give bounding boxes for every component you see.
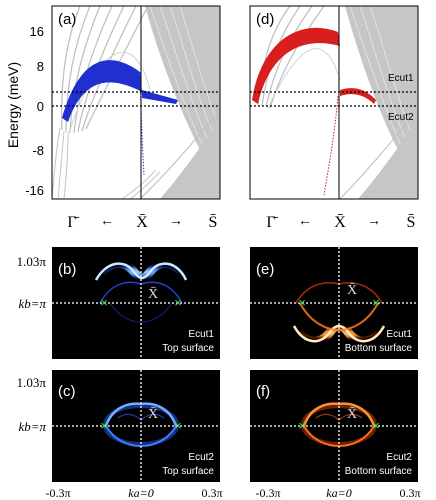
cut-label: Ecut1 <box>386 329 412 340</box>
x-point-label: X̄ <box>347 406 357 422</box>
y-tick-mid: kb=π <box>18 419 46 434</box>
dirac-marker: × <box>174 295 182 310</box>
x-point-label: X̄ <box>347 282 357 298</box>
map-panel-f: × × X̄ (f) Ecut2 Bottom surface <box>250 370 418 482</box>
bulk-bands-d <box>252 6 418 199</box>
dirac-marker: × <box>298 295 306 310</box>
k-arrow-left: ← <box>298 214 312 229</box>
energy-tick: 16 <box>30 24 44 39</box>
energy-tick: 0 <box>37 99 44 114</box>
x-tick-right: 0.3π <box>399 486 420 500</box>
cut-label: Ecut2 <box>386 452 412 463</box>
y-tick-top: 1.03π <box>17 375 47 390</box>
k-label-gamma: Γ̄ <box>266 214 278 231</box>
cut-label-ecut2: Ecut2 <box>388 112 414 123</box>
x-tick-center: ka=0 <box>326 486 351 500</box>
k-arrow-left: ← <box>100 214 114 229</box>
k-label-s: S̄ <box>407 214 416 231</box>
k-label-x: X̄ <box>334 214 346 231</box>
map-x-axis: -0.3π ka=0 0.3π -0.3π ka=0 0.3π <box>45 486 420 500</box>
dirac-marker: × <box>372 295 380 310</box>
energy-tick: 8 <box>37 59 44 74</box>
dirac-marker: × <box>100 418 108 433</box>
x-point-label: X̄ <box>148 406 158 422</box>
band-panel-d: (d) Ecut1 Ecut2 <box>249 5 419 200</box>
k-arrow-right: → <box>169 214 183 229</box>
k-path-labels-a: Γ̄ ← X̄ → S̄ <box>67 214 217 231</box>
k-path-labels-d: Γ̄ ← X̄ → S̄ <box>266 214 415 231</box>
energy-axis-label: Energy (meV) <box>5 62 21 148</box>
panel-label-c: (c) <box>58 383 76 400</box>
energy-axis: Energy (meV) 16 8 0 -8 -16 <box>5 24 44 198</box>
band-panel-a: (a) <box>51 5 221 200</box>
map-panel-c: × × X̄ (c) Ecut2 Top surface <box>52 370 220 482</box>
y-tick-mid: kb=π <box>18 296 46 311</box>
surface-label: Bottom surface <box>345 466 413 477</box>
cut-label-ecut1: Ecut1 <box>388 73 414 84</box>
panel-label-b: (b) <box>58 261 76 278</box>
cut-label: Ecut1 <box>188 329 214 340</box>
x-tick-right: 0.3π <box>201 486 222 500</box>
dirac-marker: × <box>298 418 306 433</box>
surface-label: Bottom surface <box>345 343 413 354</box>
map-panel-b: × × X̄ (b) Ecut1 Top surface <box>52 247 220 359</box>
x-tick-center: ka=0 <box>128 486 153 500</box>
y-tick-top: 1.03π <box>17 254 47 269</box>
cut-label: Ecut2 <box>188 452 214 463</box>
x-point-label: X̄ <box>148 286 158 302</box>
panel-label-d: (d) <box>256 11 274 28</box>
panel-label-a: (a) <box>58 11 76 28</box>
k-label-gamma: Γ̄ <box>67 214 79 231</box>
x-tick-left: -0.3π <box>255 486 280 500</box>
k-label-x: X̄ <box>136 214 148 231</box>
energy-tick: -8 <box>32 143 44 158</box>
panel-label-e: (e) <box>256 261 274 278</box>
dirac-marker: × <box>174 418 182 433</box>
map-panel-e: × × X̄ (e) Ecut1 Bottom surface <box>250 247 418 359</box>
k-label-s: S̄ <box>209 214 218 231</box>
panel-label-f: (f) <box>256 383 270 400</box>
bulk-bands-a <box>52 6 220 199</box>
energy-tick: -16 <box>25 183 44 198</box>
dirac-marker: × <box>100 295 108 310</box>
surface-label: Top surface <box>162 466 214 477</box>
dirac-marker: × <box>372 418 380 433</box>
surface-label: Top surface <box>162 343 214 354</box>
x-tick-left: -0.3π <box>45 486 70 500</box>
k-arrow-right: → <box>367 214 381 229</box>
map-y-axis: 1.03π kb=π 1.03π kb=π <box>17 254 47 434</box>
